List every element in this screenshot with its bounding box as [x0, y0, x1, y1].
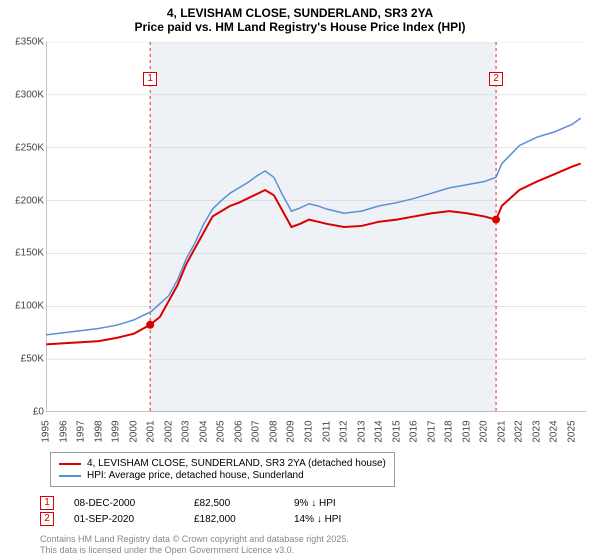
- sales-table: 1 08-DEC-2000 £82,500 9% ↓ HPI 2 01-SEP-…: [40, 494, 394, 528]
- x-axis-label: 2008: [268, 420, 279, 442]
- x-axis-label: 2020: [479, 420, 490, 442]
- x-axis-label: 2003: [181, 420, 192, 442]
- x-axis-label: 2018: [444, 420, 455, 442]
- legend-label: HPI: Average price, detached house, Sund…: [87, 470, 304, 481]
- attribution-line1: Contains HM Land Registry data © Crown c…: [40, 534, 349, 545]
- x-axis-label: 2024: [549, 420, 560, 442]
- x-axis-label: 2007: [251, 420, 262, 442]
- chart-area: £0£50K£100K£150K£200K£250K£300K£350K1995…: [46, 42, 586, 412]
- x-axis-label: 1999: [111, 420, 122, 442]
- sale-delta: 9% ↓ HPI: [294, 498, 394, 509]
- y-axis-label: £350K: [15, 37, 44, 48]
- legend-item: HPI: Average price, detached house, Sund…: [59, 470, 386, 481]
- x-axis-label: 2017: [426, 420, 437, 442]
- x-axis-label: 2014: [374, 420, 385, 442]
- x-axis-label: 2002: [163, 420, 174, 442]
- x-axis-label: 1997: [76, 420, 87, 442]
- y-axis-label: £250K: [15, 142, 44, 153]
- sale-marker-badge: 2: [489, 72, 503, 86]
- sale-delta: 14% ↓ HPI: [294, 514, 394, 525]
- sales-table-row: 2 01-SEP-2020 £182,000 14% ↓ HPI: [40, 512, 394, 526]
- chart-title-block: 4, LEVISHAM CLOSE, SUNDERLAND, SR3 2YA P…: [0, 0, 600, 36]
- legend-box: 4, LEVISHAM CLOSE, SUNDERLAND, SR3 2YA (…: [50, 452, 395, 487]
- x-axis-label: 2006: [233, 420, 244, 442]
- sale-marker-badge: 2: [40, 512, 54, 526]
- chart-title-sub: Price paid vs. HM Land Registry's House …: [0, 20, 600, 34]
- legend-swatch: [59, 475, 81, 477]
- x-axis-label: 2019: [461, 420, 472, 442]
- y-axis-label: £0: [33, 407, 44, 418]
- x-axis-label: 2009: [286, 420, 297, 442]
- y-axis-label: £100K: [15, 301, 44, 312]
- y-axis-label: £150K: [15, 248, 44, 259]
- x-axis-label: 2012: [339, 420, 350, 442]
- x-axis-label: 1995: [41, 420, 52, 442]
- x-axis-label: 2016: [409, 420, 420, 442]
- legend-swatch: [59, 463, 81, 465]
- chart-title-main: 4, LEVISHAM CLOSE, SUNDERLAND, SR3 2YA: [0, 6, 600, 20]
- x-axis-label: 2000: [128, 420, 139, 442]
- x-axis-label: 1996: [58, 420, 69, 442]
- y-axis-label: £200K: [15, 195, 44, 206]
- x-axis-label: 2025: [566, 420, 577, 442]
- attribution-line2: This data is licensed under the Open Gov…: [40, 545, 349, 556]
- sale-date: 08-DEC-2000: [74, 498, 174, 509]
- sale-marker-badge: 1: [40, 496, 54, 510]
- x-axis-label: 2010: [303, 420, 314, 442]
- x-axis-label: 2022: [514, 420, 525, 442]
- x-axis-label: 1998: [93, 420, 104, 442]
- sales-table-row: 1 08-DEC-2000 £82,500 9% ↓ HPI: [40, 496, 394, 510]
- sale-price: £82,500: [194, 498, 274, 509]
- x-axis-label: 2021: [496, 420, 507, 442]
- attribution: Contains HM Land Registry data © Crown c…: [40, 534, 349, 556]
- legend-item: 4, LEVISHAM CLOSE, SUNDERLAND, SR3 2YA (…: [59, 458, 386, 469]
- x-axis-label: 2011: [321, 421, 332, 443]
- x-axis-label: 2015: [391, 420, 402, 442]
- x-axis-label: 2001: [146, 420, 157, 442]
- sale-marker-badge: 1: [143, 72, 157, 86]
- legend-label: 4, LEVISHAM CLOSE, SUNDERLAND, SR3 2YA (…: [87, 458, 386, 469]
- x-axis-label: 2005: [216, 420, 227, 442]
- sale-price: £182,000: [194, 514, 274, 525]
- x-axis-label: 2023: [531, 420, 542, 442]
- y-axis-label: £50K: [21, 354, 44, 365]
- x-axis-label: 2004: [198, 420, 209, 442]
- sale-date: 01-SEP-2020: [74, 514, 174, 525]
- x-axis-label: 2013: [356, 420, 367, 442]
- y-axis-label: £300K: [15, 89, 44, 100]
